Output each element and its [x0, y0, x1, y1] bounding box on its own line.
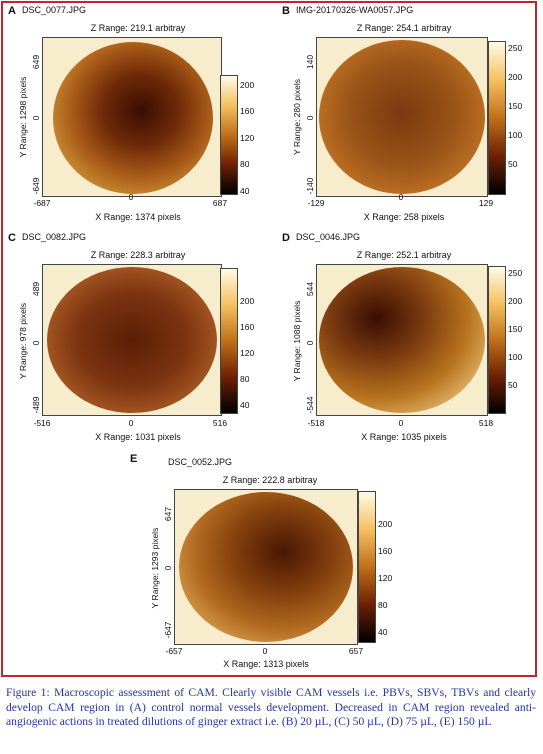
colorbar-tick: 200 — [508, 72, 523, 82]
cam-image — [42, 37, 222, 197]
cam-image — [316, 264, 488, 416]
colorbar-tick: 200 — [508, 296, 523, 306]
x-tick: -687 — [33, 198, 51, 208]
cam-image — [316, 37, 488, 197]
panel-filename: DSC_0052.JPG — [168, 457, 233, 467]
panel-zrange: Z Range: 252.1 arbitray — [356, 250, 452, 260]
colorbar-tick: 160 — [240, 106, 255, 116]
colorbar-tick: 160 — [378, 546, 393, 556]
y-tick: 544 — [305, 281, 315, 297]
y-tick: 0 — [31, 340, 41, 346]
colorbar-tick: 200 — [240, 80, 255, 90]
panel-letter: C — [8, 232, 16, 244]
panel-zrange: Z Range: 228.3 arbitray — [90, 250, 186, 260]
y-tick: 489 — [31, 281, 41, 297]
y-tick: -647 — [163, 621, 173, 639]
x-tick: 0 — [398, 418, 404, 428]
y-tick: 0 — [305, 115, 315, 121]
y-axis-label: Y Range: 1298 pixels — [18, 76, 28, 158]
colorbar-tick: 40 — [240, 400, 250, 410]
colorbar-tick: 80 — [240, 159, 250, 169]
panel-letter: E — [130, 453, 138, 465]
panel-filename: DSC_0082.JPG — [22, 232, 87, 242]
y-axis-label: Y Range: 1088 pixels — [292, 300, 302, 382]
panel-filename: DSC_0077.JPG — [22, 5, 87, 15]
x-axis-label: X Range: 1035 pixels — [361, 432, 447, 442]
figure-caption: Figure 1: Macroscopic assessment of CAM.… — [6, 686, 536, 728]
figure-frame — [1, 1, 537, 677]
colorbar — [488, 266, 506, 414]
colorbar-tick: 150 — [508, 101, 523, 111]
colorbar — [488, 41, 506, 195]
colorbar — [220, 268, 238, 414]
x-tick: 0 — [128, 192, 134, 202]
y-axis-label: Y Range: 1293 pixels — [150, 527, 160, 609]
colorbar — [220, 75, 238, 195]
panel-a: A DSC_0077.JPG Z Range: 219.1 arbitray 6… — [8, 5, 270, 227]
colorbar-tick: 120 — [378, 573, 393, 583]
panel-d: D DSC_0046.JPG Z Range: 252.1 arbitray 5… — [282, 232, 534, 448]
x-tick: 0 — [398, 192, 404, 202]
x-axis-label: X Range: 1313 pixels — [223, 659, 309, 669]
x-tick: 518 — [478, 418, 494, 428]
x-tick: 0 — [128, 418, 134, 428]
colorbar-tick: 250 — [508, 43, 523, 53]
colorbar-tick: 160 — [240, 322, 255, 332]
colorbar-tick: 150 — [508, 324, 523, 334]
cam-image — [174, 489, 358, 645]
panel-filename: IMG-20170326-WA0057.JPG — [296, 5, 414, 15]
colorbar-tick: 120 — [240, 348, 255, 358]
colorbar-tick: 100 — [508, 130, 523, 140]
panel-zrange: Z Range: 219.1 arbitray — [90, 23, 186, 33]
colorbar-tick: 100 — [508, 352, 523, 362]
colorbar-tick: 40 — [240, 186, 250, 196]
colorbar-tick: 50 — [508, 380, 518, 390]
x-axis-label: X Range: 258 pixels — [363, 212, 445, 222]
panel-b: B IMG-20170326-WA0057.JPG Z Range: 254.1… — [282, 5, 534, 227]
colorbar-tick: 250 — [508, 268, 523, 278]
colorbar-tick: 50 — [508, 159, 518, 169]
x-tick: -129 — [307, 198, 325, 208]
colorbar-tick: 80 — [240, 374, 250, 384]
y-tick: 649 — [31, 54, 41, 70]
y-tick: 647 — [163, 506, 173, 522]
panel-zrange: Z Range: 222.8 arbitray — [222, 475, 318, 485]
colorbar-tick: 120 — [240, 133, 255, 143]
y-axis-label: Y Range: 280 pixels — [292, 79, 302, 155]
x-tick: 657 — [348, 646, 364, 656]
colorbar — [358, 491, 376, 643]
colorbar-tick: 200 — [240, 296, 255, 306]
panel-c: C DSC_0082.JPG Z Range: 228.3 arbitray 4… — [8, 232, 270, 448]
panel-e: E DSC_0052.JPG Z Range: 222.8 arbitray 6… — [130, 453, 402, 673]
x-axis-label: X Range: 1374 pixels — [95, 212, 181, 222]
panel-letter: B — [282, 5, 290, 17]
colorbar-tick: 40 — [378, 627, 388, 637]
x-tick: -657 — [165, 646, 183, 656]
y-tick: 140 — [305, 54, 315, 70]
panel-letter: D — [282, 232, 290, 244]
y-tick: 0 — [305, 340, 315, 346]
cam-image — [42, 264, 222, 416]
y-tick: 0 — [163, 565, 173, 571]
x-tick: 129 — [478, 198, 494, 208]
panel-filename: DSC_0046.JPG — [296, 232, 361, 242]
colorbar-tick: 80 — [378, 600, 388, 610]
y-tick: 0 — [31, 115, 41, 121]
y-axis-label: Y Range: 978 pixels — [18, 303, 28, 379]
x-tick: -518 — [307, 418, 325, 428]
x-tick: 687 — [212, 198, 228, 208]
x-tick: 516 — [212, 418, 228, 428]
x-tick: -516 — [33, 418, 51, 428]
colorbar-tick: 200 — [378, 519, 393, 529]
x-tick: 0 — [262, 646, 268, 656]
x-axis-label: X Range: 1031 pixels — [95, 432, 181, 442]
panel-letter: A — [8, 5, 16, 17]
panel-zrange: Z Range: 254.1 arbitray — [356, 23, 452, 33]
